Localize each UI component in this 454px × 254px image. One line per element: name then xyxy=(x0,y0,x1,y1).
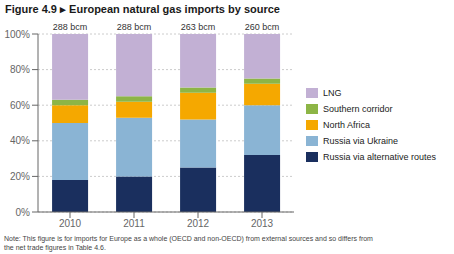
svg-text:0%: 0% xyxy=(16,207,31,218)
html-text:Note: This figure is for impor: Note: This figure is for imports for Eur… xyxy=(4,235,373,251)
svg-text:2013: 2013 xyxy=(251,218,274,229)
html-text:North Africa: North Africa xyxy=(323,120,370,130)
html-text:Figure 4.9 ▸ European natural: Figure 4.9 ▸ European natural gas import… xyxy=(5,3,280,15)
svg-text:60%: 60% xyxy=(10,100,30,111)
html-text:Southern corridor: Southern corridor xyxy=(323,104,393,114)
svg-text:2011: 2011 xyxy=(123,218,145,229)
svg-text:263 bcm: 263 bcm xyxy=(181,22,216,32)
svg-text:100%: 100% xyxy=(8,29,30,40)
svg-text:40%: 40% xyxy=(10,135,30,146)
html-text:LNG: LNG xyxy=(323,88,342,98)
svg-text:2010: 2010 xyxy=(59,218,82,229)
html-text:Russia via Ukraine: Russia via Ukraine xyxy=(323,136,398,146)
svg-text:288 bcm: 288 bcm xyxy=(53,22,88,32)
html-text:Russia via alternative routes: Russia via alternative routes xyxy=(323,152,437,162)
svg-text:20%: 20% xyxy=(10,171,30,182)
svg-text:260 bcm: 260 bcm xyxy=(245,22,280,32)
svg-text:2012: 2012 xyxy=(187,218,210,229)
svg-text:80%: 80% xyxy=(10,64,30,75)
svg-text:288 bcm: 288 bcm xyxy=(117,22,152,32)
